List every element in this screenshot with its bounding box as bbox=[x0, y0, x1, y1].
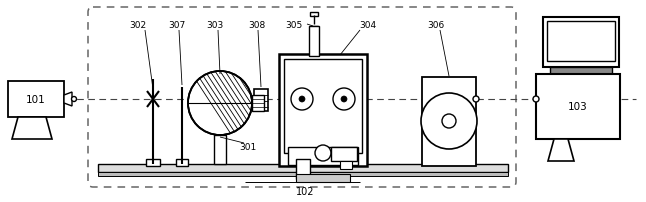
Bar bbox=[176, 159, 188, 166]
Bar bbox=[331, 147, 357, 161]
Circle shape bbox=[421, 94, 477, 149]
Text: 302: 302 bbox=[129, 20, 147, 29]
Polygon shape bbox=[548, 139, 574, 161]
Bar bbox=[98, 164, 508, 172]
Circle shape bbox=[72, 97, 76, 102]
Circle shape bbox=[442, 115, 456, 128]
Bar bbox=[422, 78, 476, 166]
Bar bbox=[284, 60, 362, 153]
Bar bbox=[550, 68, 612, 75]
Circle shape bbox=[533, 97, 539, 102]
Bar bbox=[279, 55, 367, 166]
Bar bbox=[252, 96, 264, 112]
Bar bbox=[214, 135, 226, 164]
Bar bbox=[146, 159, 160, 166]
Text: 101: 101 bbox=[26, 95, 46, 104]
Circle shape bbox=[188, 72, 252, 135]
Text: 103: 103 bbox=[568, 101, 588, 112]
Bar bbox=[547, 22, 615, 62]
Bar bbox=[536, 75, 620, 139]
Bar bbox=[296, 174, 350, 182]
Circle shape bbox=[315, 145, 331, 161]
Bar bbox=[309, 27, 319, 57]
Bar bbox=[310, 13, 318, 17]
Text: 102: 102 bbox=[296, 186, 314, 196]
Text: 307: 307 bbox=[169, 20, 185, 29]
Text: 303: 303 bbox=[206, 20, 224, 29]
Circle shape bbox=[473, 97, 479, 102]
Bar bbox=[8, 82, 64, 117]
Polygon shape bbox=[12, 117, 52, 139]
Text: 306: 306 bbox=[428, 20, 444, 29]
Bar bbox=[543, 18, 619, 68]
Polygon shape bbox=[64, 93, 72, 106]
Bar bbox=[310, 27, 318, 55]
Circle shape bbox=[299, 97, 305, 102]
Bar bbox=[288, 147, 358, 165]
Bar bbox=[296, 159, 310, 179]
Bar bbox=[340, 161, 352, 169]
Circle shape bbox=[291, 88, 313, 110]
Text: 305: 305 bbox=[286, 20, 302, 29]
Text: 301: 301 bbox=[240, 143, 256, 152]
Circle shape bbox=[341, 97, 347, 102]
Text: 304: 304 bbox=[359, 20, 377, 29]
Bar bbox=[98, 172, 508, 176]
Bar bbox=[254, 89, 268, 112]
Text: 308: 308 bbox=[248, 20, 266, 29]
Circle shape bbox=[333, 88, 355, 110]
